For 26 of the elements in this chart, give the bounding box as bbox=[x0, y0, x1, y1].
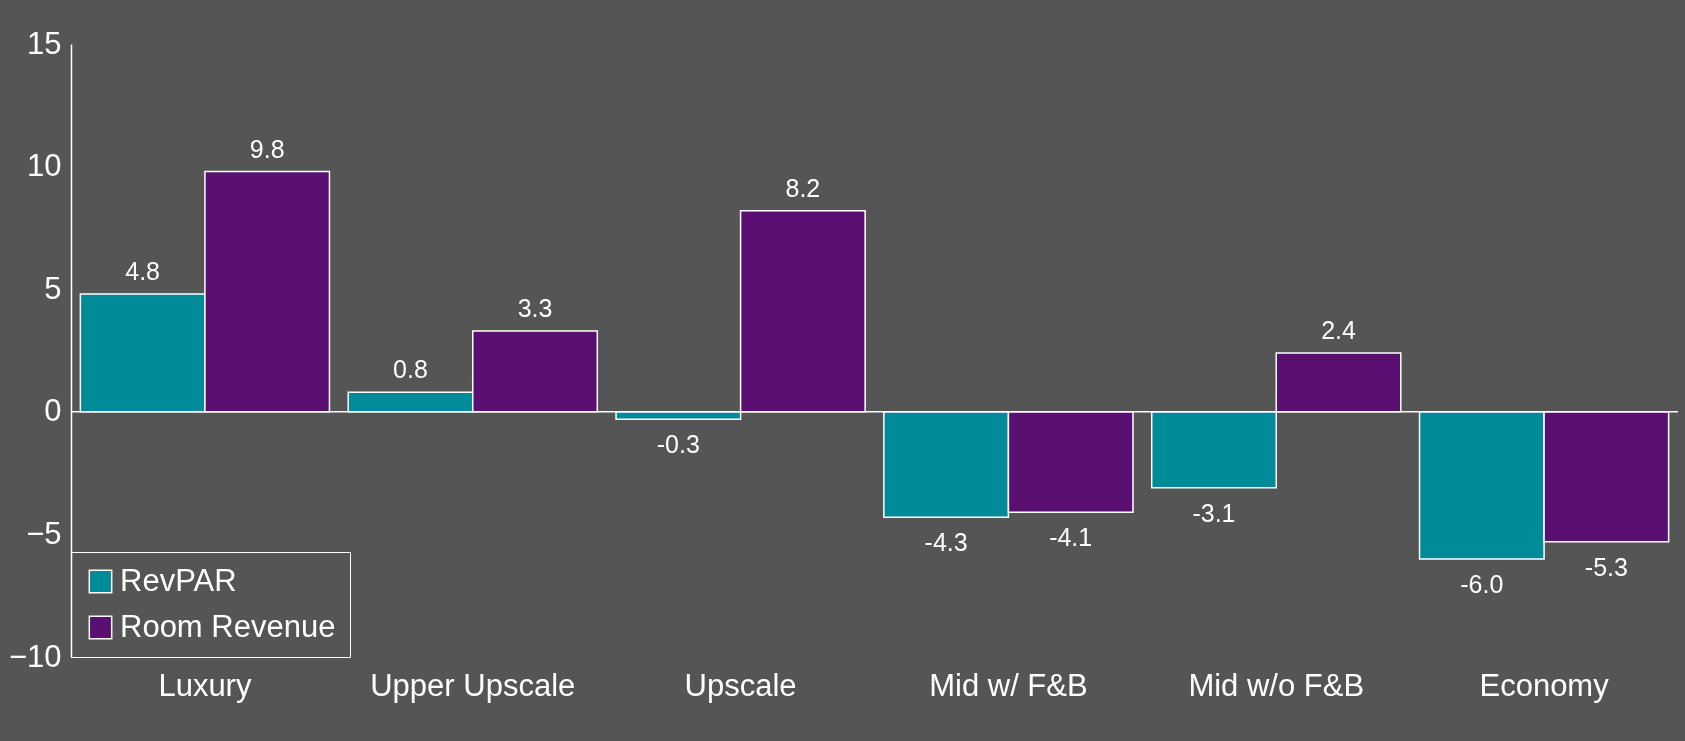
legend-label: Room Revenue bbox=[120, 608, 336, 644]
data-label: -4.3 bbox=[924, 528, 968, 557]
data-label: 0.8 bbox=[393, 355, 428, 384]
x-tick-label: Upscale bbox=[684, 667, 797, 703]
data-label: 2.4 bbox=[1321, 315, 1356, 344]
legend-label: RevPAR bbox=[120, 562, 237, 598]
x-tick-label: Mid w/ F&B bbox=[929, 667, 1088, 703]
data-label: 4.8 bbox=[125, 257, 161, 286]
data-label: -4.1 bbox=[1049, 523, 1093, 552]
y-tick-label: −10 bbox=[8, 638, 62, 674]
data-label: -6.0 bbox=[1460, 569, 1504, 598]
y-tick-label: 0 bbox=[44, 393, 62, 429]
x-tick-label: Mid w/o F&B bbox=[1188, 667, 1365, 703]
data-label: 9.8 bbox=[249, 134, 285, 163]
x-tick-label: Upper Upscale bbox=[370, 667, 576, 703]
y-tick-label: −5 bbox=[26, 515, 62, 551]
data-label: -0.3 bbox=[656, 430, 700, 459]
y-tick-label: 5 bbox=[44, 270, 62, 306]
data-label: -3.1 bbox=[1192, 498, 1236, 527]
x-tick-label: Economy bbox=[1479, 667, 1610, 703]
data-label: 8.2 bbox=[785, 173, 821, 202]
y-tick-label: 10 bbox=[27, 148, 62, 184]
data-label: -5.3 bbox=[1584, 552, 1628, 581]
y-tick-label: 15 bbox=[27, 25, 62, 61]
data-label: 3.3 bbox=[517, 293, 553, 322]
x-tick-label: Luxury bbox=[158, 667, 252, 703]
